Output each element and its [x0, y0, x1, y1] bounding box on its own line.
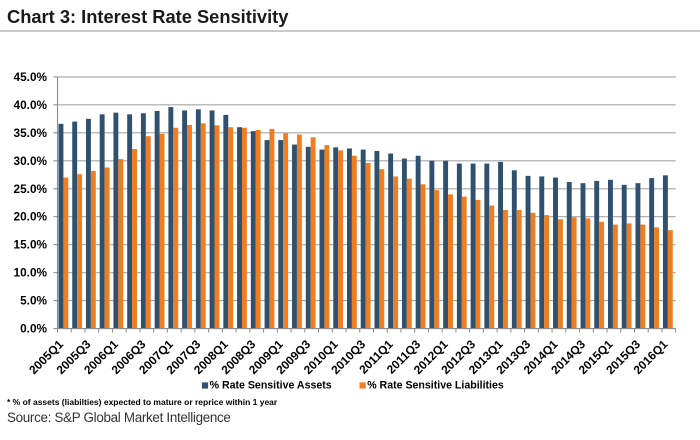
svg-text:45.0%: 45.0%: [14, 70, 48, 84]
svg-text:5.0%: 5.0%: [20, 294, 47, 308]
svg-text:10.0%: 10.0%: [14, 266, 48, 280]
svg-text:% Rate Sensitive Liabilities: % Rate Sensitive Liabilities: [367, 380, 504, 392]
svg-text:35.0%: 35.0%: [14, 126, 48, 140]
svg-text:30.0%: 30.0%: [14, 154, 48, 168]
svg-text:0.0%: 0.0%: [20, 322, 47, 336]
svg-text:15.0%: 15.0%: [14, 238, 48, 252]
svg-text:20.0%: 20.0%: [14, 210, 48, 224]
svg-text:% Rate Sensitive Assets: % Rate Sensitive Assets: [210, 380, 332, 392]
svg-text:40.0%: 40.0%: [14, 98, 48, 112]
svg-text:25.0%: 25.0%: [14, 182, 48, 196]
